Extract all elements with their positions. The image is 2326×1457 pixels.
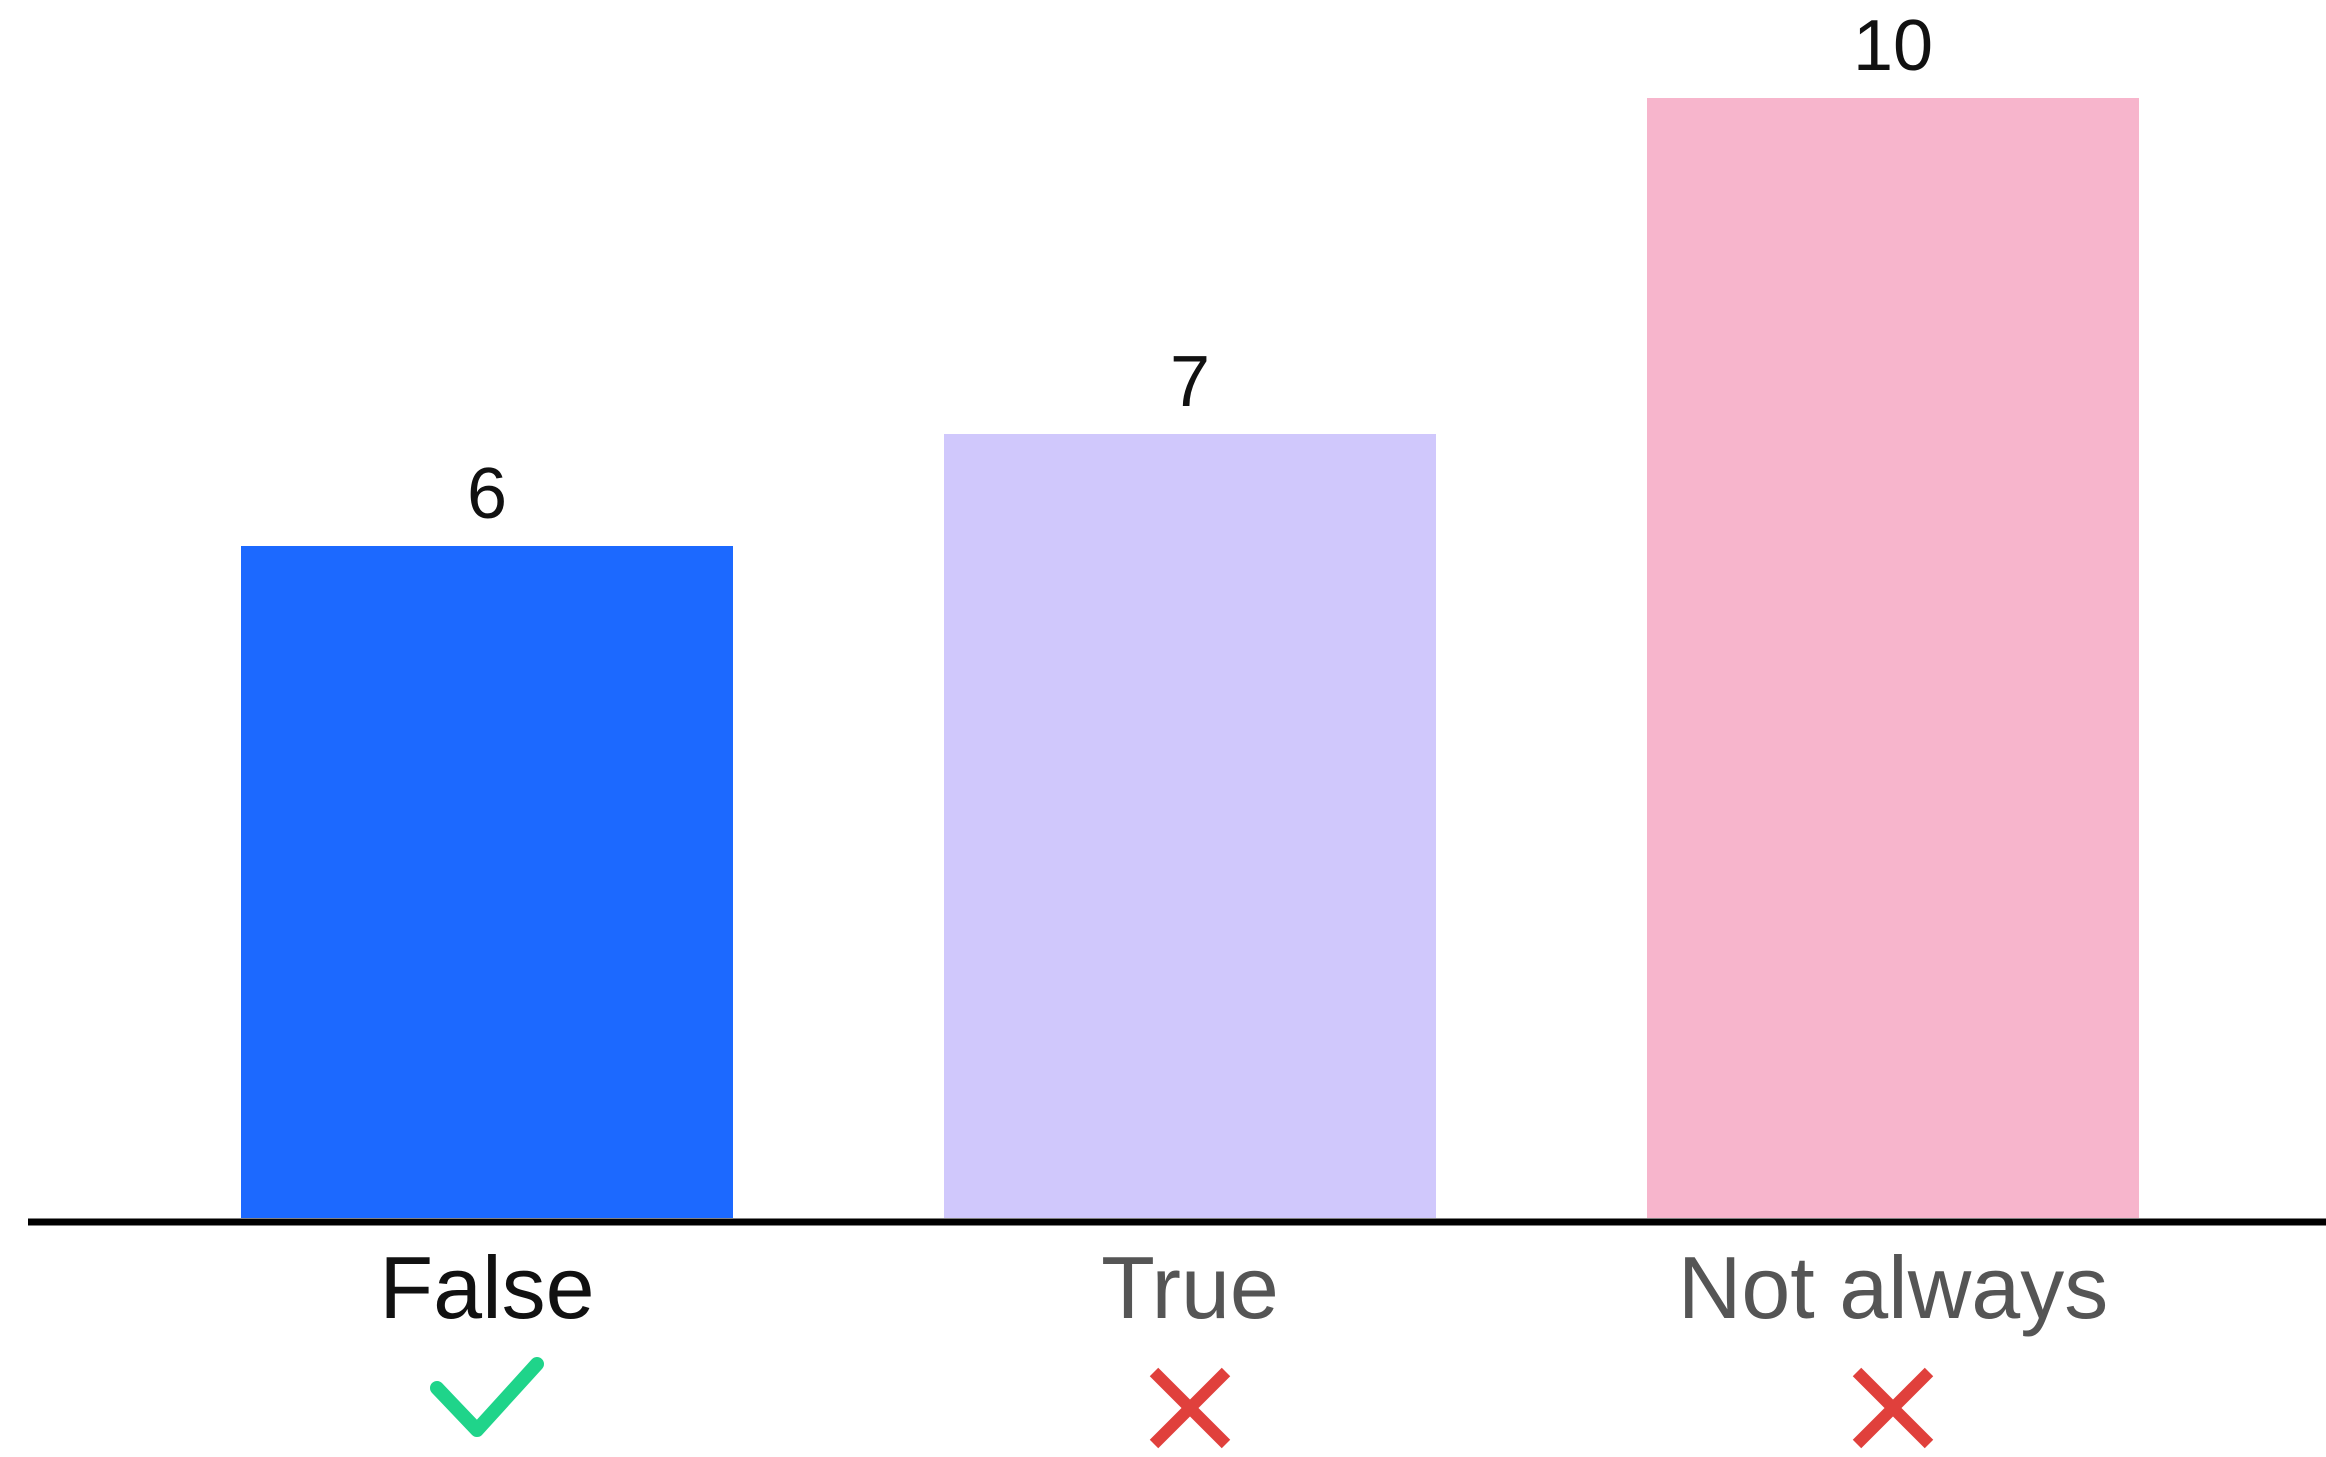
bar-not-always [1647,98,2139,1218]
category-label-not-always: Not always [1678,1238,2108,1337]
value-label-not-always: 10 [1853,6,1933,86]
markers-layer [430,1357,1934,1449]
value-labels-layer: 6 7 10 [467,6,1933,534]
category-label-true: True [1101,1238,1279,1337]
value-label-true: 7 [1170,342,1210,422]
bar-false [241,546,733,1218]
check-icon [430,1357,544,1437]
cross-icon [1852,1367,1934,1449]
category-label-false: False [379,1238,594,1337]
category-labels-layer: False True Not always [379,1238,2108,1337]
bars-layer [241,98,2139,1218]
bar-true [944,434,1436,1218]
value-label-false: 6 [467,454,507,534]
cross-icon [1149,1367,1231,1449]
